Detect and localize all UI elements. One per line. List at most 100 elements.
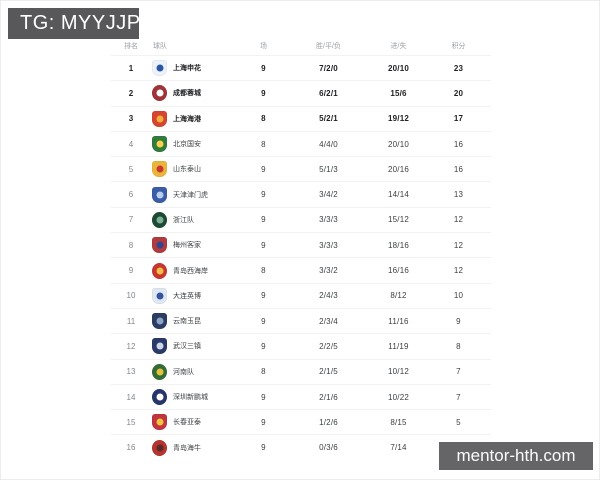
rank-cell: 3 [128,114,134,124]
played-cell: 9 [261,291,266,301]
rank-cell: 13 [126,367,136,377]
team-logo-icon [152,338,167,355]
goals-cell: 10/12 [387,367,410,377]
played-cell: 9 [261,63,266,73]
wdl-cell: 2/3/4 [319,316,338,326]
points-cell: 9 [456,316,461,326]
goals-cell: 20/16 [387,164,410,174]
wdl-cell: 7/2/0 [319,63,338,73]
team-name: 上海海港 [173,115,201,123]
played-cell: 9 [261,341,266,351]
wdl-cell: 2/2/5 [319,341,338,351]
team-logo-icon [152,110,167,127]
team-logo-inner [156,165,163,173]
column-header-goals: 进/失 [390,43,407,50]
wdl-cell: 6/2/1 [319,88,338,98]
team-cell: 长春亚泰 [151,414,241,431]
table-row[interactable]: 12 武汉三镇 9 2/2/5 11/19 8 [111,333,491,358]
table-body: 1 上海申花 9 7/2/0 20/10 23 2 成都蓉城 9 6/2/1 1… [111,55,491,460]
table-row[interactable]: 11 云南玉昆 9 2/3/4 11/16 9 [111,307,491,333]
rank-cell: 6 [128,190,134,200]
table-row[interactable]: 2 成都蓉城 9 6/2/1 15/6 20 [111,80,491,105]
team-logo-icon [152,211,167,228]
table-row[interactable]: 5 山东泰山 9 5/1/3 20/16 16 [111,156,491,181]
played-cell: 9 [261,164,266,174]
team-cell: 大连英博 [151,287,241,304]
team-logo-icon [152,262,167,279]
team-logo-inner [156,267,163,275]
table-row[interactable]: 10 大连英博 9 2/4/3 8/12 10 [111,282,491,308]
rank-cell: 15 [126,417,136,427]
goals-cell: 20/10 [387,139,410,149]
wdl-cell: 1/2/6 [319,417,338,427]
rank-cell: 5 [128,164,134,174]
wdl-cell: 3/3/3 [319,215,338,225]
column-header-rank: 排名 [124,43,138,50]
points-cell: 5 [456,417,461,427]
points-cell: 12 [453,240,464,250]
team-cell: 山东泰山 [151,161,241,178]
played-cell: 8 [261,114,266,124]
table-row[interactable]: 6 天津津门虎 9 3/4/2 14/14 13 [111,181,491,206]
team-logo-inner [156,241,163,249]
played-cell: 9 [261,190,266,200]
goals-cell: 19/12 [387,114,410,124]
goals-cell: 10/22 [387,392,410,402]
table-row[interactable]: 13 河南队 8 2/1/5 10/12 7 [111,358,491,384]
team-cell: 梅州客家 [151,237,241,254]
wdl-cell: 3/3/3 [319,240,338,250]
team-logo-inner [156,418,163,426]
table-row[interactable]: 16 青岛海牛 9 0/3/6 7/14 3 [111,434,491,459]
goals-cell: 7/14 [390,443,407,453]
played-cell: 8 [261,367,266,377]
rank-cell: 8 [128,240,134,250]
table-row[interactable]: 7 浙江队 9 3/3/3 15/12 12 [111,206,491,232]
team-logo-icon [152,60,167,77]
played-cell: 8 [261,266,266,276]
team-name: 天津津门虎 [173,191,208,199]
played-cell: 9 [261,417,266,427]
table-row[interactable]: 1 上海申花 9 7/2/0 20/10 23 [111,55,491,80]
points-cell: 17 [453,114,464,124]
goals-cell: 20/10 [387,63,410,73]
points-cell: 16 [453,164,464,174]
points-cell: 12 [453,215,464,225]
rank-cell: 4 [128,139,134,149]
team-name: 武汉三镇 [173,343,201,351]
table-row[interactable]: 9 青岛西海岸 8 3/3/2 16/16 12 [111,257,491,282]
played-cell: 9 [261,240,266,250]
points-cell: 10 [453,291,464,301]
table-row[interactable]: 14 深圳新鹏城 9 2/1/6 10/22 7 [111,383,491,409]
team-logo-icon [152,186,167,203]
team-name: 浙江队 [173,216,194,224]
table-row[interactable]: 8 梅州客家 9 3/3/3 18/16 12 [111,232,491,257]
team-name: 成都蓉城 [173,90,201,98]
column-header-wdl: 胜/平/负 [316,43,341,50]
table-row[interactable]: 4 北京国安 8 4/4/0 20/10 16 [111,130,491,156]
points-cell: 23 [453,63,464,73]
team-logo-icon [152,439,167,456]
team-name: 河南队 [173,368,194,376]
team-logo-icon [152,161,167,178]
table-row[interactable]: 15 长春亚泰 9 1/2/6 8/15 5 [111,409,491,434]
table-row[interactable]: 3 上海海港 8 5/2/1 19/12 17 [111,105,491,131]
goals-cell: 8/12 [390,291,407,301]
team-cell: 云南玉昆 [151,313,241,330]
played-cell: 9 [261,443,266,453]
team-cell: 青岛西海岸 [151,262,241,279]
team-logo-icon [152,389,167,405]
team-cell: 深圳新鹏城 [151,389,241,405]
rank-cell: 11 [126,316,136,326]
wdl-cell: 2/4/3 [319,291,338,301]
wdl-cell: 5/1/3 [319,164,338,174]
points-cell: 20 [453,88,464,98]
wdl-cell: 5/2/1 [319,114,338,124]
site-watermark: mentor-hth.com [439,442,593,470]
team-name: 深圳新鹏城 [173,394,208,401]
team-name: 梅州客家 [173,242,201,250]
team-logo-inner [156,191,163,199]
team-logo-inner [156,89,163,97]
goals-cell: 15/12 [387,215,410,225]
team-name: 山东泰山 [173,166,201,174]
points-cell: 16 [453,139,464,149]
